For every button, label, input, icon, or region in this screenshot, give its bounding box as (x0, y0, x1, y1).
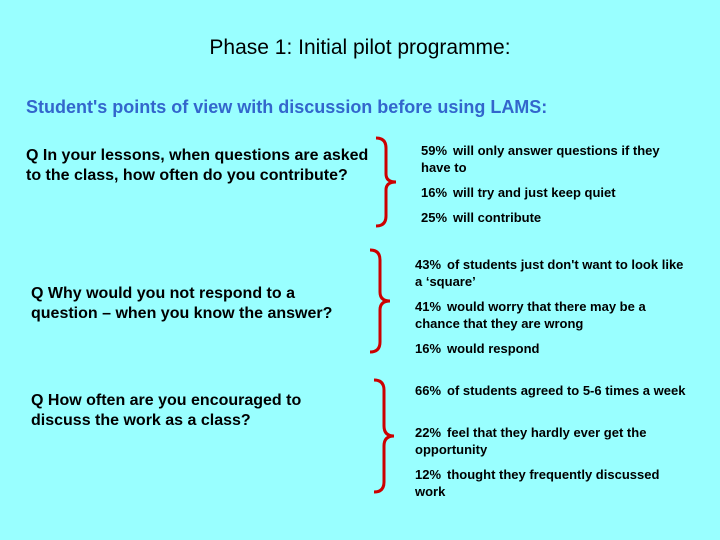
answer-text: of students agreed to 5-6 times a week (447, 383, 686, 398)
answer-3-2: 22% feel that they hardly ever get the op… (415, 424, 690, 458)
answer-text: feel that they hardly ever get the oppor… (415, 425, 647, 457)
answer-text: would worry that there may be a chance t… (415, 299, 646, 331)
answer-pct: 43% (415, 257, 442, 272)
answer-text: will try and just keep quiet (453, 185, 616, 200)
answer-1-1: 59% will only answer questions if they ha… (421, 142, 661, 176)
page-title: Phase 1: Initial pilot programme: (209, 36, 511, 59)
answer-2-3: 16% would respond (415, 340, 690, 357)
answer-text: will contribute (453, 210, 542, 225)
question-1: Q In your lessons, when questions are as… (26, 147, 369, 184)
answer-1-2: 16% will try and just keep quiet (421, 184, 671, 201)
answer-pct: 22% (415, 425, 442, 440)
answer-text: of students just don't want to look like… (415, 257, 684, 289)
answer-3-1: 66% of students agreed to 5-6 times a wee… (415, 382, 690, 399)
brace-3 (373, 378, 395, 494)
answer-pct: 41% (415, 299, 442, 314)
answer-text: would respond (447, 341, 540, 356)
question-3: Q How often are you encouraged to discus… (31, 392, 302, 429)
answer-2-2: 41% would worry that there may be a chanc… (415, 298, 690, 332)
answer-text: will only answer questions if they have … (421, 143, 660, 175)
answer-1-3: 25% will contribute (421, 209, 671, 226)
answer-text: thought they frequently discussed work (415, 467, 660, 499)
answer-pct: 12% (415, 467, 442, 482)
answer-pct: 16% (421, 185, 448, 200)
answer-pct: 25% (421, 210, 448, 225)
answer-pct: 66% (415, 383, 442, 398)
page-subtitle: Student's points of view with discussion… (26, 97, 548, 117)
question-2: Q Why would you not respond to a questio… (31, 285, 333, 322)
brace-2 (369, 248, 391, 354)
answer-2-1: 43% of students just don't want to look l… (415, 256, 690, 290)
answer-3-3: 12% thought they frequently discussed wor… (415, 466, 690, 500)
answer-pct: 59% (421, 143, 448, 158)
answer-pct: 16% (415, 341, 442, 356)
brace-1 (375, 136, 397, 228)
